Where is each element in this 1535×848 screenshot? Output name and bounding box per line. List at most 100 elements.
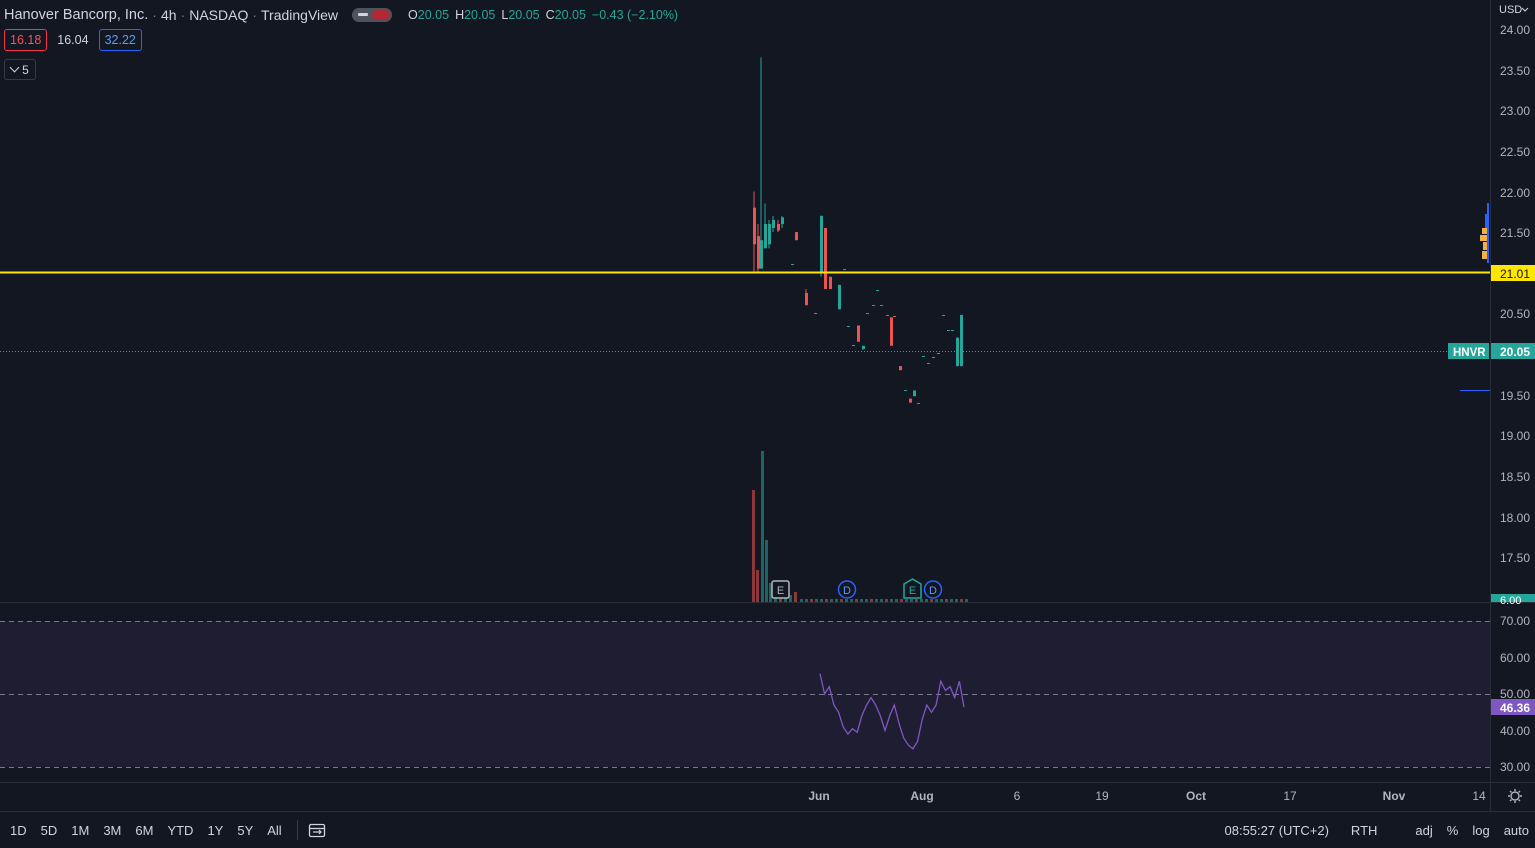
candle-doji (886, 315, 889, 316)
rsi-axis[interactable]: 70.00 60.00 50.00 46.36 40.00 30.00 (1491, 614, 1535, 774)
divider (296, 820, 298, 840)
volume-profile (1460, 203, 1490, 391)
svg-text:30.00: 30.00 (1500, 760, 1530, 774)
volume-bar (880, 599, 883, 602)
svg-text:19.50: 19.50 (1500, 389, 1530, 403)
chart-legend: Hanover Bancorp, Inc. · 4h · NASDAQ · Tr… (4, 6, 678, 24)
svg-text:40.00: 40.00 (1500, 724, 1530, 738)
svg-text:D: D (929, 585, 937, 597)
volume-bar (910, 599, 913, 602)
svg-text:6: 6 (1014, 789, 1021, 803)
interval-label[interactable]: 4h (160, 7, 177, 23)
volume-bar (890, 599, 893, 602)
svg-text:22.50: 22.50 (1500, 145, 1530, 159)
volume-bar (761, 451, 764, 602)
candle-body (820, 215, 823, 273)
volume-bar (870, 599, 873, 602)
svg-text:23.00: 23.00 (1500, 104, 1530, 118)
event-marker-dividend[interactable]: D (837, 580, 857, 599)
range-button-1y[interactable]: 1Y (207, 822, 224, 838)
volume-bar (865, 599, 868, 602)
candle-body (838, 284, 841, 310)
volume-bar (885, 599, 888, 602)
svg-text:E: E (909, 585, 916, 597)
candle-body (824, 228, 827, 289)
svg-text:Nov: Nov (1383, 789, 1406, 803)
chart-canvas[interactable]: E D E D USD 24.00 (0, 0, 1535, 811)
range-button-6m[interactable]: 6M (135, 822, 154, 838)
indicator-values: 16.18 16.04 32.22 (4, 29, 142, 51)
volume-bar (810, 599, 813, 602)
time-axis[interactable]: Jun Aug 6 19 Oct 17 Nov 14 (808, 789, 1522, 803)
volume-bar (935, 599, 938, 602)
chart-settings-gear-icon[interactable] (1508, 789, 1522, 803)
volume-bar (930, 599, 933, 602)
volume-bar (855, 599, 858, 602)
event-marker-dividend[interactable]: D (923, 580, 943, 599)
session-button[interactable]: RTH (1350, 823, 1378, 838)
indicator-value-1: 16.18 (4, 29, 48, 51)
volume-bar (825, 599, 828, 602)
volume-bar (820, 599, 823, 602)
go-to-date-calendar-icon[interactable] (308, 822, 326, 838)
svg-text:70.00: 70.00 (1500, 614, 1530, 628)
candle-doji (917, 403, 920, 404)
svg-text:19.00: 19.00 (1500, 429, 1530, 443)
candle-body (795, 232, 798, 241)
range-button-1m[interactable]: 1M (71, 822, 90, 838)
date-range-buttons: 1D 5D 1M 3M 6M YTD 1Y 5Y All (3, 823, 289, 838)
svg-text:20.50: 20.50 (1500, 307, 1530, 321)
candle-body (753, 207, 756, 245)
last-price-tag (1491, 343, 1535, 359)
candle-doji (872, 305, 875, 306)
range-button-1d[interactable]: 1D (10, 822, 27, 838)
range-button-3m[interactable]: 3M (103, 822, 122, 838)
volume-bar (900, 599, 903, 602)
rsi-value-tag (1491, 699, 1535, 715)
volume-bar (895, 599, 898, 602)
symbol-title[interactable]: Hanover Bancorp, Inc. (4, 7, 149, 23)
range-button-all[interactable]: All (267, 822, 282, 838)
event-marker-earnings[interactable]: E (903, 578, 922, 599)
svg-text:22.00: 22.00 (1500, 186, 1530, 200)
price-change: −0.43 (−2.10%) (591, 8, 679, 22)
volume-bar (800, 599, 803, 602)
candle-doji (866, 313, 869, 314)
adjust-data-toggle[interactable]: adj (1415, 823, 1433, 838)
indicator-value-2: 16.04 (57, 33, 89, 47)
currency-label: USD (1499, 4, 1522, 16)
clock-timezone[interactable]: 08:55:27 (UTC+2) (1224, 823, 1329, 838)
volume-bar (955, 599, 958, 602)
candle-doji (847, 326, 850, 327)
market-status-toggle-icon[interactable] (352, 8, 393, 22)
volume-bar (860, 599, 863, 602)
candle-doji (942, 315, 945, 316)
candle-body (960, 314, 963, 367)
volume-bar (875, 599, 878, 602)
svg-text:19: 19 (1095, 789, 1109, 803)
range-button-ytd[interactable]: YTD (167, 822, 194, 838)
volume-bar (752, 490, 755, 602)
log-scale-toggle[interactable]: log (1472, 823, 1490, 838)
source-label: TradingView (261, 7, 339, 23)
price-axis[interactable]: USD 24.00 23.50 23.00 22.50 22.00 21.50 … (1448, 4, 1535, 607)
event-marker-earnings[interactable]: E (771, 580, 790, 599)
separator-dot: · (180, 7, 186, 23)
candle-doji (843, 269, 846, 270)
right-tools: 08:55:27 (UTC+2) RTH adj % log auto (1219, 812, 1535, 848)
candle-body (862, 345, 865, 350)
volume-bar (840, 599, 843, 602)
auto-scale-toggle[interactable]: auto (1503, 823, 1529, 838)
candle-body (777, 223, 780, 231)
volume-bar (835, 599, 838, 602)
candle-body (805, 293, 808, 306)
indicators-collapse-button[interactable]: 5 (4, 59, 36, 80)
candle-body (890, 317, 893, 346)
candle-body (829, 276, 832, 289)
candle-body (909, 398, 912, 403)
percent-scale-toggle[interactable]: % (1446, 823, 1459, 838)
range-button-5d[interactable]: 5D (40, 822, 58, 838)
volume-bar (830, 599, 833, 602)
range-button-5y[interactable]: 5Y (237, 822, 254, 838)
rsi-band (0, 621, 1490, 767)
